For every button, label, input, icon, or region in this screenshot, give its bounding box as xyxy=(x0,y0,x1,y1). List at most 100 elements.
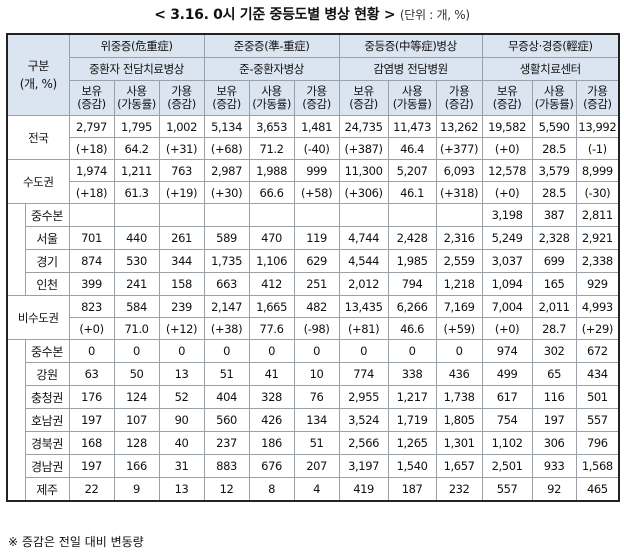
value-cell: 1,540 xyxy=(387,454,437,478)
value-cell: 3,524 xyxy=(338,408,389,432)
value-cell xyxy=(338,203,389,227)
value-cell: 794 xyxy=(387,272,437,296)
value-cell: 1,217 xyxy=(387,385,437,409)
change-cell: (+0) xyxy=(481,317,533,340)
value-cell: 0 xyxy=(248,339,295,363)
table-row: 경북권 168 128 40 237 186 51 2,566 1,265 1,301 1,102 3… xyxy=(7,431,620,455)
region-name: 비수도권 xyxy=(6,295,70,340)
value-cell: 1,301 xyxy=(435,431,483,455)
value-cell: 124 xyxy=(113,385,160,409)
column-header-main: 가용 xyxy=(448,84,470,98)
value-cell: 2,955 xyxy=(338,385,389,409)
value-cell: 4 xyxy=(293,477,340,502)
value-cell: 0 xyxy=(203,339,250,363)
value-cell: 1,094 xyxy=(481,272,533,296)
value-cell: 0 xyxy=(68,339,115,363)
value-cell: 1,218 xyxy=(435,272,483,296)
value-cell: 672 xyxy=(575,339,620,363)
column-header: 사용 (가동률) xyxy=(531,80,577,116)
value-cell: 1,805 xyxy=(435,408,483,432)
value-cell: 3,197 xyxy=(338,454,389,478)
value-cell: 5,590 xyxy=(531,115,577,138)
column-header-sub: (증감) xyxy=(167,97,196,111)
value-cell: 4,744 xyxy=(338,226,389,250)
value-cell: 1,657 xyxy=(435,454,483,478)
value-cell: 470 xyxy=(248,226,295,250)
value-cell: 0 xyxy=(158,339,205,363)
value-cell: 2,811 xyxy=(575,203,620,227)
bed-type-header: 생활치료센터 xyxy=(481,57,620,81)
value-cell: 165 xyxy=(531,272,577,296)
column-header-main: 보유 xyxy=(496,84,518,98)
value-cell: 2,987 xyxy=(203,159,250,182)
subregion-name: 강원 xyxy=(24,362,70,386)
value-cell: 5,134 xyxy=(203,115,250,138)
value-cell: 186 xyxy=(248,431,295,455)
column-header: 보유 (증감) xyxy=(68,80,115,116)
value-cell: 31 xyxy=(158,454,205,478)
value-cell: 63 xyxy=(68,362,115,386)
column-header-main: 보유 xyxy=(81,84,102,98)
table-row: 수도권 1,974 1,211 763 2,987 1,988 999 11,300 5,207… xyxy=(6,159,620,204)
value-cell: 589 xyxy=(203,226,250,250)
change-cell: 66.6 xyxy=(248,181,295,204)
value-cell: 12,578 xyxy=(481,159,533,182)
value-cell: 13,435 xyxy=(338,295,389,318)
table-row: 강원 63 50 13 51 41 10 774 338 436 499 65 434 xyxy=(7,362,620,386)
table-row: 서울 701 440 261 589 470 119 4,744 2,428 2,316 5,249… xyxy=(7,226,620,250)
value-cell: 629 xyxy=(293,249,340,273)
value-cell: 8 xyxy=(248,477,295,502)
value-cell: 65 xyxy=(531,362,577,386)
change-cell: (+58) xyxy=(293,181,340,204)
change-cell: (+18) xyxy=(68,181,115,204)
change-cell: (+18) xyxy=(68,137,115,160)
value-cell: 1,665 xyxy=(248,295,295,318)
value-cell: 13,262 xyxy=(435,115,483,138)
column-header-main: 사용 xyxy=(543,84,565,98)
table-row: 중수본 3,198 387 2,811 xyxy=(6,203,620,296)
change-cell: 28.5 xyxy=(531,137,577,160)
change-cell: (+29) xyxy=(575,317,620,340)
value-cell: 465 xyxy=(575,477,620,502)
value-cell: 530 xyxy=(113,249,160,273)
column-header-sub: (증감) xyxy=(444,97,474,111)
value-cell: 933 xyxy=(531,454,577,478)
column-header-main: 보유 xyxy=(216,84,237,98)
value-cell: 3,198 xyxy=(481,203,533,227)
change-cell: 28.5 xyxy=(531,181,577,204)
column-header-sub: (증감) xyxy=(583,97,612,111)
value-cell: 306 xyxy=(531,431,577,455)
column-header-sub: (가동률) xyxy=(534,97,574,111)
value-cell: 5,249 xyxy=(481,226,533,250)
value-cell: 1,265 xyxy=(387,431,437,455)
column-header: 가용 (증감) xyxy=(293,80,340,116)
value-cell: 426 xyxy=(248,408,295,432)
value-cell: 774 xyxy=(338,362,389,386)
column-header-sub: (가동률) xyxy=(252,97,291,111)
value-cell: 701 xyxy=(68,226,115,250)
change-cell: 46.1 xyxy=(387,181,437,204)
value-cell: 2,428 xyxy=(387,226,437,250)
value-cell: 134 xyxy=(293,408,340,432)
value-cell: 187 xyxy=(387,477,437,502)
change-cell: (-98) xyxy=(293,317,340,340)
value-cell: 52 xyxy=(158,385,205,409)
table-row: (+18) 64.2 (+31) (+68) 71.2 (-40) (+387) 46.4 (+… xyxy=(7,137,620,160)
value-cell: 40 xyxy=(158,431,205,455)
value-cell: 0 xyxy=(113,339,160,363)
column-header-main: 사용 xyxy=(261,84,282,98)
value-cell: 412 xyxy=(248,272,295,296)
column-header: 보유 (증감) xyxy=(338,80,389,116)
value-cell: 0 xyxy=(293,339,340,363)
bed-status-table: 구분 (개, %) 위중증(危重症) 준중증(準-重症) 중등증(中等症)병상 … xyxy=(6,33,621,502)
value-cell: 2,501 xyxy=(481,454,533,478)
value-cell: 22 xyxy=(68,477,115,502)
column-header: 보유 (증감) xyxy=(481,80,533,116)
table-row: 전국 2,797 1,795 1,002 5,134 3,653 1,481 24,735 11… xyxy=(6,115,620,160)
value-cell: 3,653 xyxy=(248,115,295,138)
change-cell: 71.2 xyxy=(248,137,295,160)
value-cell: 0 xyxy=(387,339,437,363)
value-cell: 501 xyxy=(575,385,620,409)
footnote: ※ 증감은 전일 대비 변동량 xyxy=(8,535,144,549)
value-cell: 874 xyxy=(68,249,115,273)
